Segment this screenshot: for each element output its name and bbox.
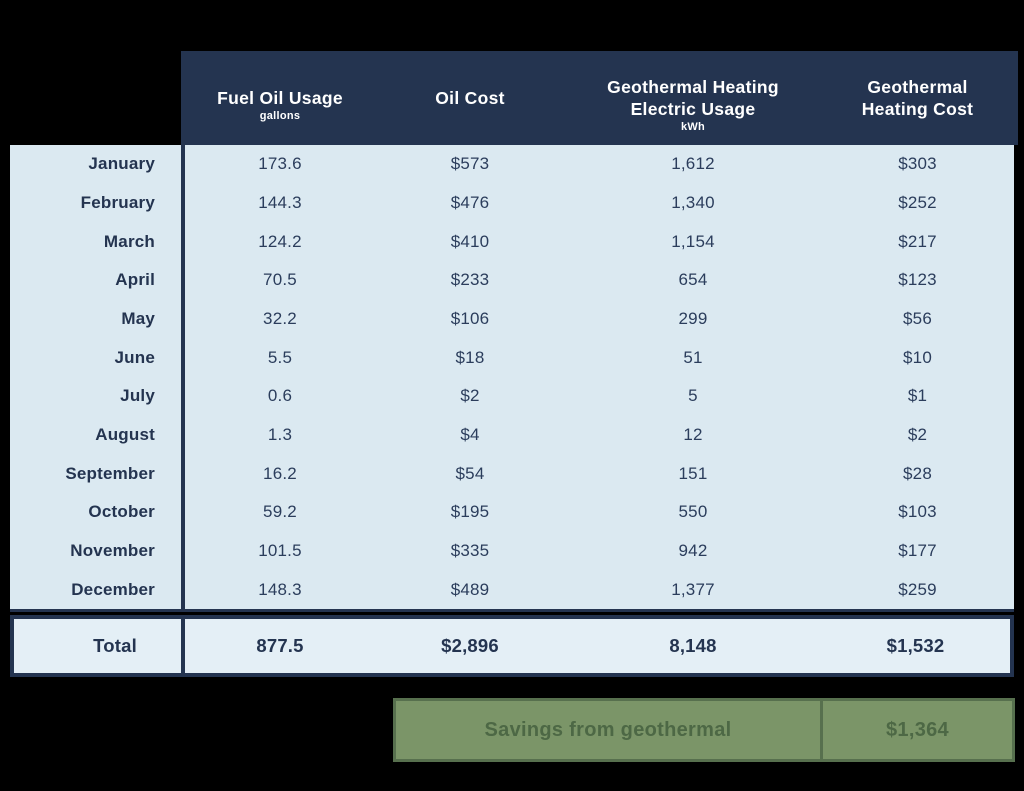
column-label: Fuel Oil Usage xyxy=(217,88,343,108)
month-label: November xyxy=(10,531,185,571)
cell-value: 12 xyxy=(683,424,703,444)
month-label: December xyxy=(10,570,185,609)
cell-value: 16.2 xyxy=(263,463,297,483)
cell-value: $56 xyxy=(903,308,932,328)
total-value: 877.5 xyxy=(256,635,304,656)
cell-value: 1.3 xyxy=(267,424,293,444)
table-row: December 148.3 $489 1,377 $259 xyxy=(10,570,1014,609)
cell-value: $4 xyxy=(460,424,480,444)
column-label: Geothermal Heating Cost xyxy=(861,77,974,119)
cell-value: 32.2 xyxy=(263,308,297,328)
month-label: August xyxy=(10,415,185,455)
total-value: $1,532 xyxy=(886,635,945,656)
cell-value: $54 xyxy=(455,463,485,483)
cell-value: $335 xyxy=(450,540,490,560)
header-cell-geothermal-electric-usage: Geothermal Heating Electric Usage kWh xyxy=(565,51,821,145)
month-label: July xyxy=(10,377,185,416)
header-cell-oil-cost: Oil Cost xyxy=(375,51,565,145)
cell-value: $1 xyxy=(907,386,928,406)
table-row: November 101.5 $335 942 $177 xyxy=(10,531,1014,571)
cell-value: $195 xyxy=(450,502,490,522)
cell-value: $18 xyxy=(455,347,485,367)
month-label: September xyxy=(10,454,185,493)
savings-value: $1,364 xyxy=(820,701,1012,759)
table-row: May 32.2 $106 299 $56 xyxy=(10,299,1014,339)
cell-value: $2 xyxy=(460,386,480,406)
header-cell-fuel-oil-usage: Fuel Oil Usage gallons xyxy=(185,51,375,145)
table-row: January 173.6 $573 1,612 $303 xyxy=(10,145,1014,184)
savings-label: Savings from geothermal xyxy=(484,718,732,741)
cell-value: 550 xyxy=(678,502,708,522)
cell-value: 299 xyxy=(678,308,708,328)
table-row: July 0.6 $2 5 $1 xyxy=(10,377,1014,416)
cell-value: 0.6 xyxy=(267,386,293,406)
month-label: January xyxy=(10,145,185,184)
month-label: June xyxy=(10,338,185,377)
cell-value: 1,340 xyxy=(671,192,715,212)
cell-value: 5.5 xyxy=(267,347,293,367)
total-row: Total 877.5 $2,896 8,148 $1,532 xyxy=(10,615,1014,677)
cell-value: $410 xyxy=(450,231,490,251)
month-label: March xyxy=(10,222,185,261)
cell-value: 173.6 xyxy=(258,154,302,174)
cell-value: $233 xyxy=(450,270,490,290)
cell-value: $303 xyxy=(898,154,937,174)
total-value: 8,148 xyxy=(669,635,717,656)
column-unit: gallons xyxy=(259,110,301,122)
cell-value: 51 xyxy=(683,347,703,367)
cell-value: $489 xyxy=(450,579,490,599)
month-label: October xyxy=(10,493,185,532)
table-header: Fuel Oil Usage gallons Oil Cost Geotherm… xyxy=(181,51,1018,145)
cell-value: 1,377 xyxy=(671,579,715,599)
cell-value: $28 xyxy=(903,463,932,483)
cell-value: $573 xyxy=(450,154,490,174)
table-body: January 173.6 $573 1,612 $303 February 1… xyxy=(10,145,1014,612)
cell-value: 101.5 xyxy=(258,540,302,560)
cell-value: $259 xyxy=(898,579,937,599)
table-row: October 59.2 $195 550 $103 xyxy=(10,493,1014,532)
cell-value: 144.3 xyxy=(258,192,302,212)
cell-value: $2 xyxy=(907,424,928,444)
cell-value: $177 xyxy=(898,540,937,560)
savings-bar: Savings from geothermal $1,364 xyxy=(393,698,1015,762)
header-cell-geothermal-heating-cost: Geothermal Heating Cost xyxy=(821,51,1014,145)
cell-value: $103 xyxy=(898,502,937,522)
cell-value: $123 xyxy=(898,270,937,290)
table-row: September 16.2 $54 151 $28 xyxy=(10,454,1014,493)
cell-value: $476 xyxy=(450,192,490,212)
cell-value: 1,612 xyxy=(671,154,715,174)
cell-value: 70.5 xyxy=(263,270,297,290)
column-unit: kWh xyxy=(680,121,706,133)
cell-value: 148.3 xyxy=(258,579,302,599)
cell-value: $106 xyxy=(450,308,490,328)
total-value: $2,896 xyxy=(441,635,499,656)
month-label: April xyxy=(10,261,185,300)
cell-value: 151 xyxy=(678,463,708,483)
table-row: August 1.3 $4 12 $2 xyxy=(10,415,1014,455)
table-row: March 124.2 $410 1,154 $217 xyxy=(10,222,1014,261)
month-label: February xyxy=(10,183,185,223)
table-row: April 70.5 $233 654 $123 xyxy=(10,261,1014,300)
month-label: May xyxy=(10,299,185,339)
cell-value: $217 xyxy=(898,231,937,251)
cell-value: 59.2 xyxy=(263,502,297,522)
cell-value: 942 xyxy=(678,540,708,560)
cell-value: 1,154 xyxy=(671,231,715,251)
cell-value: $10 xyxy=(903,347,932,367)
column-label: Oil Cost xyxy=(435,88,505,108)
column-label: Geothermal Heating Electric Usage xyxy=(607,77,779,119)
cell-value: 124.2 xyxy=(258,231,302,251)
total-label: Total xyxy=(14,619,185,673)
table-row: February 144.3 $476 1,340 $252 xyxy=(10,183,1014,223)
cell-value: $252 xyxy=(898,192,937,212)
table-row: June 5.5 $18 51 $10 xyxy=(10,338,1014,377)
cell-value: 654 xyxy=(678,270,708,290)
cell-value: 5 xyxy=(688,386,698,406)
